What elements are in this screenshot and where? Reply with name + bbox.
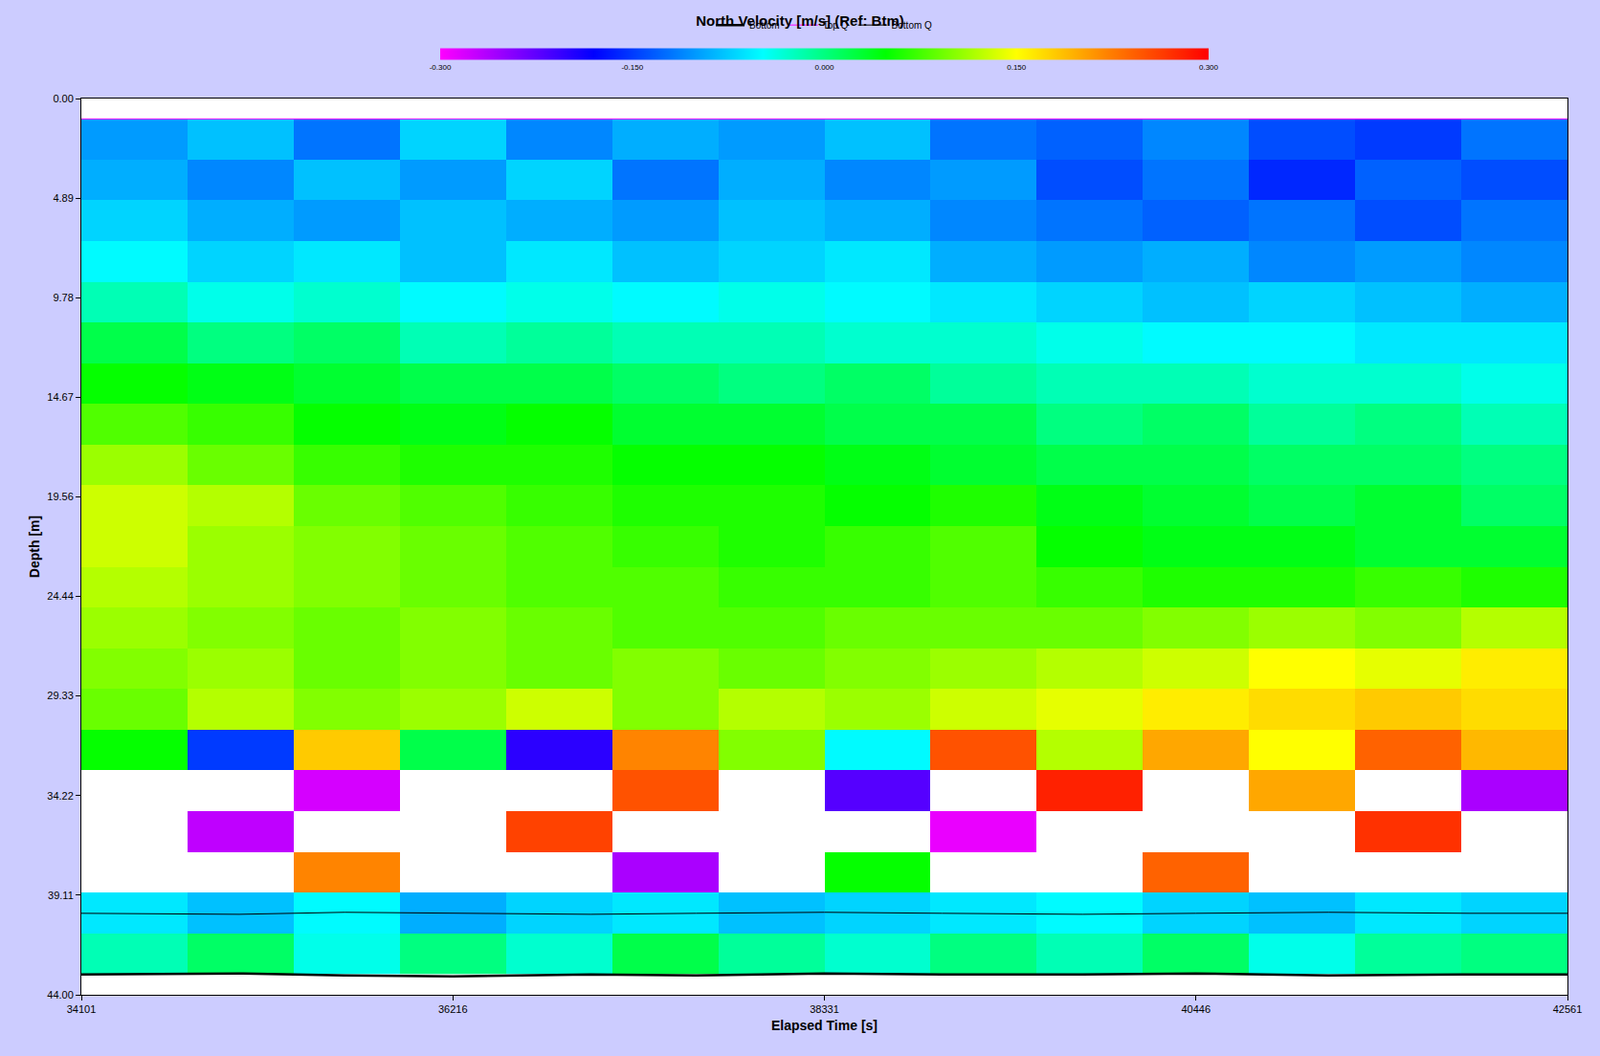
svg-text:14.67: 14.67	[46, 391, 74, 403]
svg-text:19.56: 19.56	[46, 490, 74, 503]
svg-text:-0.150: -0.150	[621, 63, 644, 72]
svg-text:9.78: 9.78	[52, 291, 73, 304]
svg-text:0.150: 0.150	[1006, 63, 1027, 72]
svg-text:42561: 42561	[1553, 1003, 1583, 1016]
svg-text:4.89: 4.89	[52, 192, 73, 204]
svg-text:44.00: 44.00	[46, 989, 74, 1001]
svg-text:38331: 38331	[809, 1003, 840, 1016]
svg-text:29.33: 29.33	[46, 689, 74, 702]
svg-text:0.300: 0.300	[1199, 63, 1220, 72]
svg-text:0.000: 0.000	[814, 63, 835, 72]
svg-text:North Velocity [m/s] (Ref: Btm: North Velocity [m/s] (Ref: Btm)	[695, 12, 905, 29]
svg-text:Depth [m]: Depth [m]	[26, 515, 43, 578]
svg-text:24.44: 24.44	[46, 590, 74, 602]
svg-text:34.22: 34.22	[46, 790, 74, 802]
svg-text:Elapsed Time [s]: Elapsed Time [s]	[771, 1018, 878, 1034]
svg-text:Top Q: Top Q	[822, 20, 849, 31]
svg-text:40446: 40446	[1180, 1003, 1211, 1016]
svg-text:36216: 36216	[438, 1003, 468, 1016]
svg-text:34101: 34101	[66, 1003, 97, 1016]
svg-text:0.00: 0.00	[52, 92, 73, 105]
svg-text:Bottom: Bottom	[749, 20, 780, 31]
svg-text:39.11: 39.11	[47, 889, 74, 902]
svg-text:-0.300: -0.300	[429, 63, 452, 72]
svg-text:Bottom Q: Bottom Q	[891, 20, 933, 31]
